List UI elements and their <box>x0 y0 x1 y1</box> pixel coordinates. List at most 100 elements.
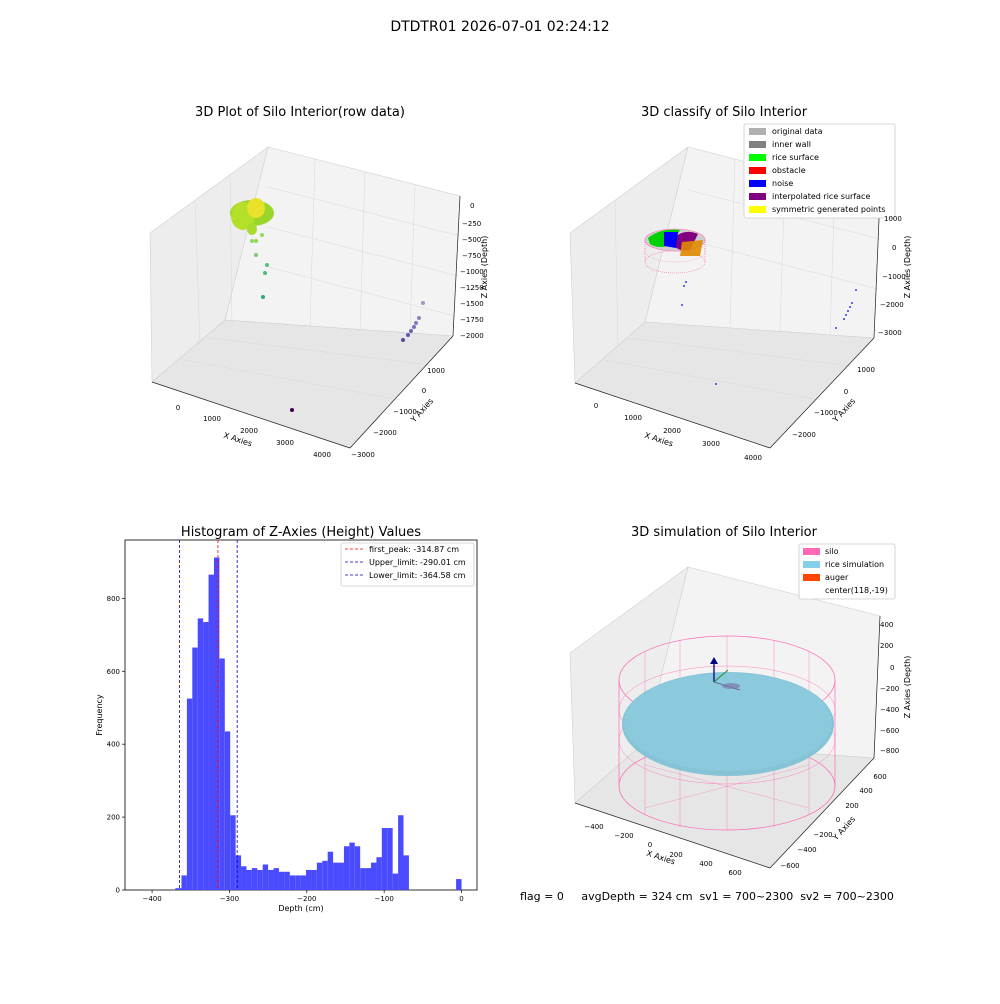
histogram-bar <box>316 862 323 890</box>
raw-z-tick: −500 <box>462 236 481 244</box>
simulation-y-tick: −600 <box>780 862 799 870</box>
classify-noise-point <box>843 318 845 320</box>
raw-z-tick: −1500 <box>460 300 484 308</box>
histogram-bar <box>376 857 382 890</box>
classify-x-tick: 0 <box>594 402 598 410</box>
classify-x-tick: 3000 <box>702 440 720 448</box>
classify-y-tick: 1000 <box>857 366 875 374</box>
legend-label: obstacle <box>772 166 806 175</box>
raw-pane-title: 3D Plot of Silo Interior(row data) <box>195 105 405 120</box>
simulation-y-tick: 600 <box>873 773 886 781</box>
histogram-bar <box>219 658 225 890</box>
classify-noise-point <box>685 281 687 283</box>
simulation-x-tick: −200 <box>614 832 633 840</box>
histogram-x-tick: −100 <box>375 895 394 903</box>
histogram-bar <box>175 888 182 890</box>
raw-point <box>290 408 294 412</box>
histogram-bar <box>186 698 193 890</box>
histogram-x-axis-label: Depth (cm) <box>278 904 323 913</box>
simulation-z-tick: 200 <box>880 642 893 650</box>
simulation-z-ticks: 400 200 0 −200 −400 −600 −800 <box>880 621 899 755</box>
classify-x-tick: 2000 <box>663 427 681 435</box>
raw-z-tick: −1250 <box>460 284 484 292</box>
simulation-x-ticks: −400 −200 0 200 400 600 <box>584 823 741 877</box>
classify-x-tick: 4000 <box>744 454 762 462</box>
raw-point <box>254 253 258 257</box>
raw-point <box>421 301 425 305</box>
histogram-y-axis-label: Frequency <box>95 694 104 736</box>
legend-label: interpolated rice surface <box>772 192 870 201</box>
raw-z-tick: −1750 <box>460 316 484 324</box>
simulation-pane-title: 3D simulation of Silo Interior <box>631 525 818 540</box>
legend-swatch-original-data <box>749 128 766 135</box>
classify-noise-point <box>715 383 717 385</box>
raw-point <box>412 325 416 329</box>
histogram-bar <box>311 869 317 890</box>
simulation-x-tick: −400 <box>584 823 603 831</box>
histogram-bar <box>398 815 404 890</box>
raw-x-tick: 3000 <box>276 439 294 447</box>
classify-legend: original data inner wall rice surface ob… <box>743 123 896 219</box>
histogram-bar <box>354 846 361 890</box>
raw-x-tick: 2000 <box>240 427 258 435</box>
raw-point <box>250 239 254 243</box>
legend-swatch-interpolated <box>749 193 766 200</box>
classify-z-tick: −2000 <box>880 301 904 309</box>
simulation-z-tick: 400 <box>880 621 893 629</box>
histogram-legend: first_peak: -314.87 cm Upper_limit: -290.… <box>340 542 475 587</box>
histogram-legend-label: Upper_limit: -290.01 cm <box>369 558 466 567</box>
raw-point <box>265 263 269 267</box>
histogram-bar <box>365 868 372 890</box>
histogram-bar <box>306 869 312 890</box>
classify-y-tick: 0 <box>844 388 848 396</box>
classify-noise-point <box>845 314 847 316</box>
raw-point <box>260 233 264 237</box>
histogram-x-tick: −400 <box>142 895 161 903</box>
histogram-bar <box>327 851 334 890</box>
classify-noise-point <box>855 289 857 291</box>
histogram-bar <box>322 860 328 890</box>
histogram-bar <box>224 731 231 890</box>
legend-label: rice surface <box>772 153 819 162</box>
histogram-bar <box>251 868 258 890</box>
raw-point <box>409 329 413 333</box>
raw-x-ticks: 0 1000 2000 3000 4000 <box>176 404 331 459</box>
simulation-y-tick: −200 <box>813 831 832 839</box>
histogram-y-tick: 200 <box>107 814 120 822</box>
legend-swatch-inner-wall <box>749 141 766 148</box>
classify-noise-point <box>847 310 849 312</box>
simulation-z-tick: −200 <box>880 685 899 693</box>
figure-suptitle: DTDTR01 2026-07-01 02:24:12 <box>390 19 609 35</box>
raw-point <box>414 321 418 325</box>
raw-point <box>401 338 405 342</box>
simulation-z-tick: −400 <box>880 706 899 714</box>
histogram-bar <box>349 842 355 890</box>
raw-rice-surface-points <box>230 198 425 412</box>
histogram-bar <box>284 871 290 890</box>
raw-y-tick: 1000 <box>427 367 445 375</box>
classify-noise-point <box>683 285 685 287</box>
classify-y-tick: −1000 <box>814 409 838 417</box>
simulation-x-tick: 200 <box>669 851 682 859</box>
histogram-bar <box>456 879 462 890</box>
legend-swatch-rice-surface <box>749 154 766 161</box>
histogram-bar <box>213 557 220 890</box>
raw-x-tick: 1000 <box>203 415 221 423</box>
raw-y-tick: −1000 <box>393 408 417 416</box>
simulation-y-ticks: 600 400 200 0 −200 −400 −600 <box>780 773 886 870</box>
histogram-y-ticks: 0 200 400 600 800 <box>107 595 125 895</box>
raw-z-axis-label: Z Axies (Depth) <box>480 236 489 299</box>
classify-z-tick: 1000 <box>884 215 902 223</box>
histogram-bar <box>371 862 377 890</box>
simulation-rice-surface <box>622 672 834 776</box>
simulation-z-tick: 0 <box>890 664 894 672</box>
raw-z-ticks: 0 −250 −500 −750 −1000 −1250 −1500 −1750… <box>460 202 484 340</box>
simulation-x-tick: 0 <box>648 841 652 849</box>
raw-x-tick: 4000 <box>313 451 331 459</box>
histogram-bar <box>387 828 393 890</box>
legend-swatch-obstacle <box>749 167 766 174</box>
raw-z-tick: −250 <box>462 220 481 228</box>
legend-swatch-symmetric <box>749 206 766 213</box>
classify-z-tick: 0 <box>892 244 896 252</box>
